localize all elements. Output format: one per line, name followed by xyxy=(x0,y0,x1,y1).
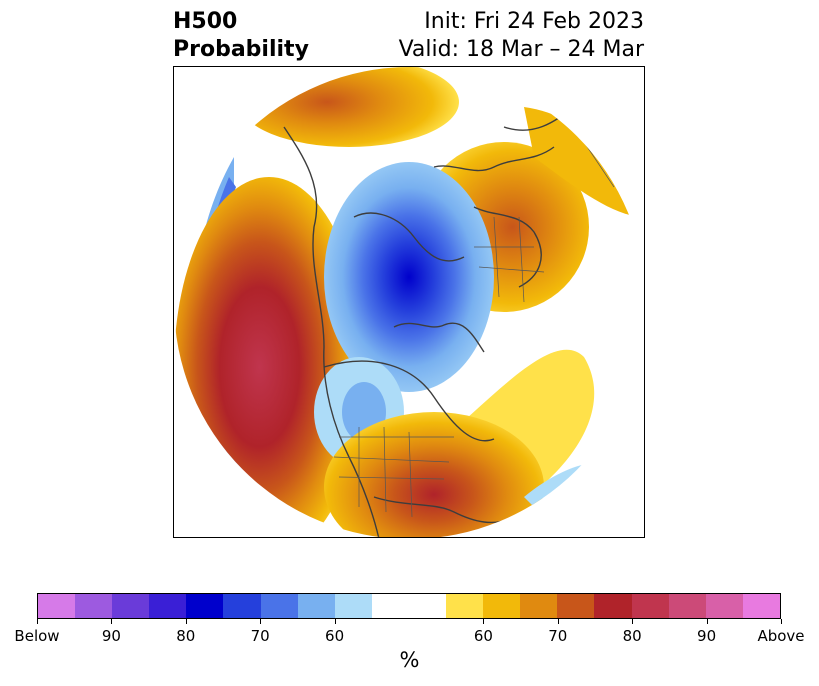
colorbar-below-segment xyxy=(223,594,261,618)
colorbar-below-segment xyxy=(186,594,224,618)
colorbar-tick-mark xyxy=(37,619,38,624)
colorbar-tick-label: 90 xyxy=(101,627,121,645)
colorbar-tick-mark xyxy=(111,619,113,624)
colorbar-above-segment xyxy=(446,594,484,618)
colorbar-above-segment xyxy=(594,594,632,618)
colorbar-tick-mark xyxy=(483,619,485,624)
colorbar xyxy=(37,593,781,619)
colorbar-tick-label: 60 xyxy=(473,627,493,645)
init-date-label: Init: Fri 24 Feb 2023 xyxy=(424,9,644,34)
colorbar-tick-mark xyxy=(557,619,559,624)
colorbar-above-segment xyxy=(631,594,669,618)
colorbar-above-segment xyxy=(705,594,743,618)
colorbar-unit-label: % xyxy=(399,648,420,672)
colorbar-below-segment xyxy=(112,594,150,618)
colorbar-neutral-segment xyxy=(371,594,447,618)
colorbar-tick-label: 60 xyxy=(325,627,345,645)
colorbar-below-segment xyxy=(260,594,298,618)
colorbar-tick-mark xyxy=(185,619,187,624)
east-asia-positive-strip xyxy=(524,107,644,217)
colorbar-above-segment xyxy=(483,594,521,618)
eastern-us-positive-anomaly xyxy=(324,412,544,537)
colorbar-tick-mark xyxy=(706,619,708,624)
colorbar-above-segment xyxy=(668,594,706,618)
colorbar-tick-label: 90 xyxy=(697,627,717,645)
colorbar-tick-label: 70 xyxy=(250,627,270,645)
chart-title-left: H500 Probability xyxy=(173,8,309,64)
colorbar-tick-labels: Below 90 80 70 60 60 70 80 90 Above xyxy=(14,627,804,647)
colorbar-tick-label: 70 xyxy=(548,627,568,645)
colorbar-tick-label: Above xyxy=(757,627,805,645)
colorbar-tick-label: 80 xyxy=(176,627,196,645)
colorbar-tick-mark xyxy=(334,619,336,624)
colorbar-tick-label: Below xyxy=(14,627,60,645)
colorbar-above-segment xyxy=(557,594,595,618)
colorbar-tick-label: 80 xyxy=(622,627,642,645)
colorbar-above-segment xyxy=(742,594,780,618)
colorbar-above-segment xyxy=(520,594,558,618)
colorbar-below-segment xyxy=(38,594,76,618)
arctic-negative-anomaly xyxy=(324,162,494,392)
probability-map xyxy=(174,67,644,537)
northern-europe-positive-anomaly xyxy=(239,67,459,147)
colorbar-below-segment xyxy=(149,594,187,618)
colorbar-below-segment xyxy=(75,594,113,618)
colorbar-tick-mark xyxy=(781,619,782,624)
political-borders xyxy=(333,106,630,518)
colorbar-below-segment xyxy=(297,594,335,618)
title-variable: H500 xyxy=(173,9,238,34)
hemisphere-field xyxy=(174,67,644,537)
title-product: Probability xyxy=(173,37,309,62)
valid-range-label: Valid: 18 Mar – 24 Mar xyxy=(398,37,644,62)
chart-title-right: Init: Fri 24 Feb 2023 Valid: 18 Mar – 24… xyxy=(399,8,644,64)
colorbar-tick-mark xyxy=(632,619,634,624)
map-panel xyxy=(173,66,645,538)
colorbar-tick-mark xyxy=(260,619,262,624)
colorbar-below-segment xyxy=(334,594,372,618)
